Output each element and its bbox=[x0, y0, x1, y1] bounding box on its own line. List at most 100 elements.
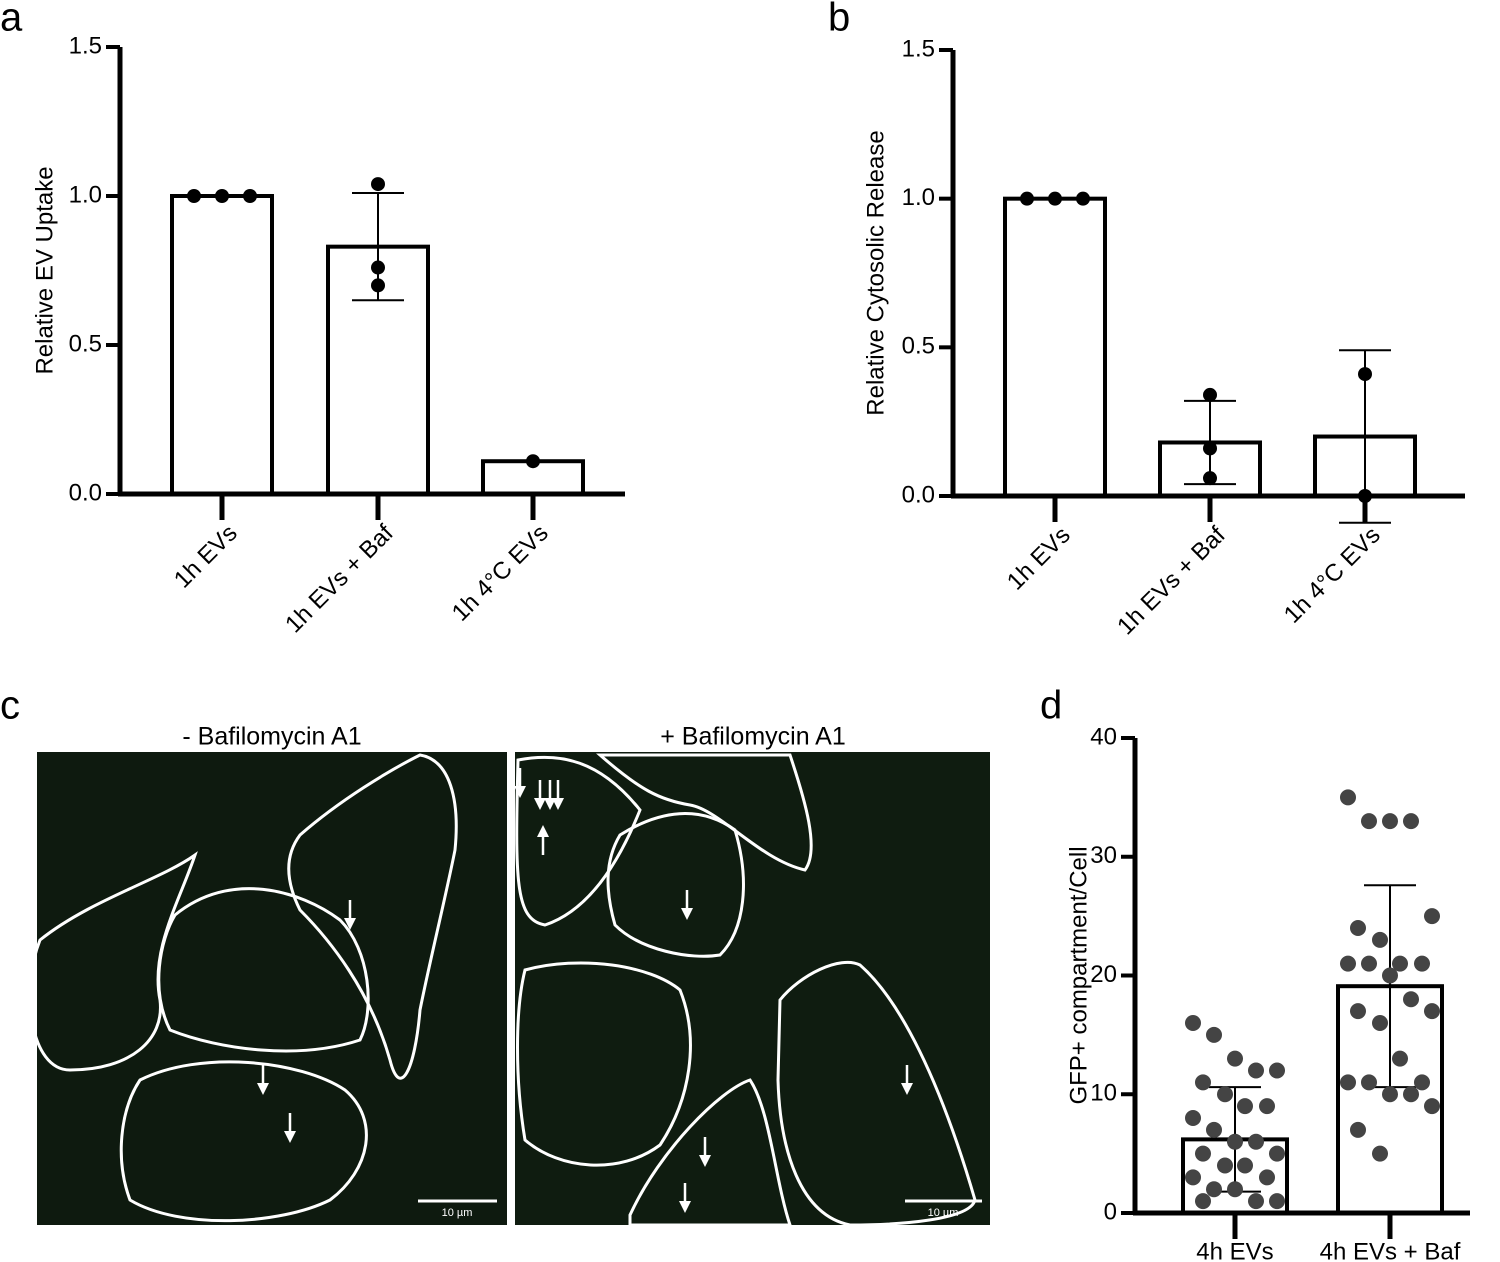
data-point bbox=[1227, 1050, 1243, 1067]
y-axis-label: GFP+ compartment/Cell bbox=[1065, 846, 1092, 1104]
x-tick-label: 1h EVs + Baf bbox=[280, 519, 399, 638]
data-point bbox=[1424, 1098, 1440, 1115]
data-point bbox=[1382, 813, 1398, 830]
data-point bbox=[1203, 387, 1217, 402]
data-point bbox=[371, 260, 385, 275]
data-point bbox=[1269, 1062, 1285, 1079]
image-panel: c - Bafilomycin A1 + Bafilomycin A1 bbox=[0, 684, 990, 1227]
data-point bbox=[1414, 955, 1430, 972]
data-point bbox=[1424, 908, 1440, 925]
data-point bbox=[1185, 1169, 1201, 1186]
scale-bar-label: 10 µm bbox=[928, 1207, 959, 1219]
data-point bbox=[1195, 1193, 1211, 1210]
data-point bbox=[371, 177, 385, 192]
y-tick-label: 1.0 bbox=[69, 181, 102, 208]
data-point bbox=[1340, 789, 1356, 806]
data-point bbox=[1424, 1003, 1440, 1020]
y-tick-label: 20 bbox=[1090, 961, 1117, 988]
data-point bbox=[1203, 471, 1217, 486]
data-point bbox=[1237, 1098, 1253, 1115]
scale-bar-label: 10 µm bbox=[442, 1207, 473, 1219]
data-point bbox=[1217, 1086, 1233, 1103]
y-tick-label: 0.5 bbox=[69, 330, 102, 357]
x-tick-label: 1h EVs bbox=[1002, 522, 1076, 596]
data-point bbox=[1195, 1145, 1211, 1162]
x-tick-label: 1h EVs + Baf bbox=[1112, 521, 1231, 640]
data-point bbox=[1195, 1074, 1211, 1091]
data-point bbox=[1382, 967, 1398, 984]
data-point bbox=[1372, 931, 1388, 948]
bar bbox=[170, 194, 274, 496]
bar bbox=[1003, 196, 1107, 499]
data-point bbox=[1361, 955, 1377, 972]
micrograph bbox=[515, 752, 990, 1225]
data-point bbox=[1248, 1062, 1264, 1079]
panel-label: b bbox=[828, 0, 850, 40]
data-point bbox=[1048, 191, 1062, 206]
data-point bbox=[243, 189, 257, 203]
data-point bbox=[1382, 1086, 1398, 1103]
y-tick-label: 1.5 bbox=[902, 35, 935, 62]
data-point bbox=[1185, 1015, 1201, 1031]
image-title: + Bafilomycin A1 bbox=[660, 723, 846, 751]
x-tick-label: 1h EVs bbox=[169, 520, 243, 594]
image-title: - Bafilomycin A1 bbox=[182, 723, 361, 751]
data-point bbox=[1217, 1157, 1233, 1174]
y-tick-label: 0.0 bbox=[902, 481, 935, 508]
data-point bbox=[1392, 955, 1408, 972]
y-tick-label: 1.0 bbox=[902, 184, 935, 211]
y-tick-label: 0.5 bbox=[902, 333, 935, 360]
y-tick-label: 1.5 bbox=[69, 32, 102, 59]
data-point bbox=[1248, 1133, 1264, 1150]
data-point bbox=[1020, 191, 1034, 206]
data-point bbox=[1403, 813, 1419, 830]
data-point bbox=[1185, 1110, 1201, 1126]
data-point bbox=[1206, 1026, 1222, 1043]
y-tick-label: 0.0 bbox=[69, 479, 102, 506]
data-point bbox=[1372, 1015, 1388, 1031]
data-point bbox=[187, 189, 201, 203]
y-tick-label: 0 bbox=[1104, 1198, 1117, 1225]
panel-label: d bbox=[1040, 684, 1062, 728]
x-tick-label: 4h EVs bbox=[1196, 1238, 1273, 1262]
y-tick-label: 30 bbox=[1090, 842, 1117, 869]
data-point bbox=[1269, 1145, 1285, 1162]
data-point bbox=[1372, 1145, 1388, 1162]
data-point bbox=[1248, 1193, 1264, 1210]
data-point bbox=[1340, 955, 1356, 972]
data-point bbox=[1392, 1050, 1408, 1067]
data-point bbox=[1206, 1121, 1222, 1138]
y-axis-label: Relative EV Uptake bbox=[31, 166, 58, 374]
data-point bbox=[1403, 1086, 1419, 1103]
arrows bbox=[257, 768, 913, 1213]
data-point bbox=[1350, 1121, 1366, 1138]
data-point bbox=[1259, 1169, 1275, 1186]
data-point bbox=[1403, 991, 1419, 1008]
data-point bbox=[1203, 441, 1217, 456]
y-tick-label: 10 bbox=[1090, 1080, 1117, 1107]
data-point bbox=[1350, 920, 1366, 936]
micrograph bbox=[37, 752, 507, 1225]
data-point bbox=[1358, 367, 1372, 382]
data-point bbox=[1259, 1098, 1275, 1115]
data-point bbox=[1361, 813, 1377, 830]
data-point bbox=[1076, 191, 1090, 206]
data-point bbox=[1350, 1003, 1366, 1020]
data-point bbox=[1414, 1074, 1430, 1091]
data-point bbox=[1227, 1133, 1243, 1150]
data-point bbox=[1361, 1074, 1377, 1091]
y-axis-label: Relative Cytosolic Release bbox=[862, 130, 889, 415]
data-point bbox=[371, 278, 385, 293]
data-point bbox=[1340, 1074, 1356, 1091]
panel-label: a bbox=[0, 0, 23, 40]
x-tick-label: 1h 4°C EVs bbox=[1279, 522, 1386, 629]
y-tick-label: 40 bbox=[1090, 723, 1117, 750]
data-point bbox=[1237, 1157, 1253, 1174]
data-point bbox=[1227, 1181, 1243, 1198]
x-tick-label: 4h EVs + Baf bbox=[1320, 1238, 1461, 1262]
data-point bbox=[215, 189, 229, 203]
panel-label: c bbox=[0, 684, 20, 728]
x-tick-label: 1h 4°C EVs bbox=[447, 520, 554, 627]
data-point bbox=[1206, 1181, 1222, 1198]
